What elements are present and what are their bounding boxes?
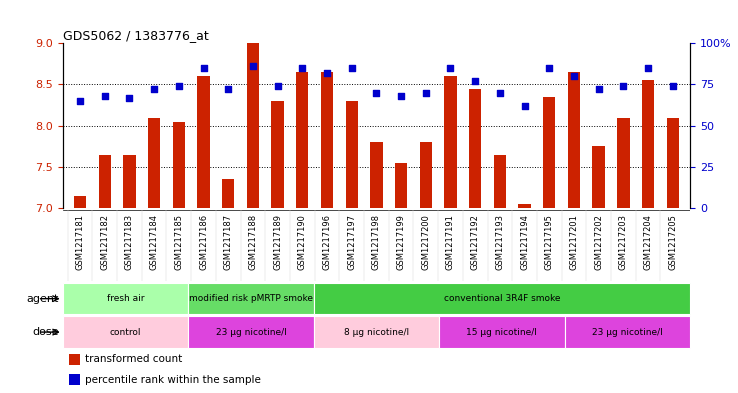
Text: modified risk pMRTP smoke: modified risk pMRTP smoke xyxy=(189,294,313,303)
Text: fresh air: fresh air xyxy=(107,294,144,303)
Point xyxy=(272,83,283,89)
Bar xyxy=(439,316,565,348)
Text: GSM1217191: GSM1217191 xyxy=(446,214,455,270)
Bar xyxy=(246,43,259,208)
Text: GSM1217195: GSM1217195 xyxy=(545,214,554,270)
Point xyxy=(395,93,407,99)
Bar xyxy=(63,316,188,348)
Bar xyxy=(565,316,690,348)
Point xyxy=(99,93,111,99)
Bar xyxy=(666,118,679,208)
Bar xyxy=(593,146,605,208)
Point xyxy=(123,95,135,101)
Point xyxy=(618,83,630,89)
Text: GSM1217184: GSM1217184 xyxy=(150,214,159,270)
Bar xyxy=(188,283,314,314)
Text: GSM1217182: GSM1217182 xyxy=(100,214,109,270)
Text: GSM1217194: GSM1217194 xyxy=(520,214,529,270)
Text: GSM1217185: GSM1217185 xyxy=(174,214,183,270)
Text: 15 µg nicotine/l: 15 µg nicotine/l xyxy=(466,328,537,336)
Bar xyxy=(74,196,86,208)
Text: 23 µg nicotine/l: 23 µg nicotine/l xyxy=(215,328,286,336)
Point xyxy=(568,73,580,79)
Bar xyxy=(395,163,407,208)
Point xyxy=(667,83,679,89)
Point xyxy=(222,86,234,93)
Point xyxy=(420,90,432,96)
Point xyxy=(469,78,481,84)
Bar xyxy=(63,283,188,314)
Bar xyxy=(123,154,136,208)
Bar xyxy=(197,76,210,208)
Text: GSM1217186: GSM1217186 xyxy=(199,214,208,270)
Point xyxy=(173,83,184,89)
Text: GDS5062 / 1383776_at: GDS5062 / 1383776_at xyxy=(63,29,208,42)
Bar xyxy=(444,76,457,208)
Text: 23 µg nicotine/l: 23 µg nicotine/l xyxy=(592,328,663,336)
Bar xyxy=(188,316,314,348)
Point xyxy=(543,65,555,71)
Text: GSM1217199: GSM1217199 xyxy=(396,214,406,270)
Text: GSM1217190: GSM1217190 xyxy=(298,214,307,270)
Point xyxy=(148,86,160,93)
Bar xyxy=(345,101,358,208)
Bar xyxy=(272,101,284,208)
Text: GSM1217193: GSM1217193 xyxy=(495,214,504,270)
Bar xyxy=(617,118,630,208)
Text: GSM1217183: GSM1217183 xyxy=(125,214,134,270)
Bar xyxy=(420,142,432,208)
Text: agent: agent xyxy=(27,294,59,304)
Point xyxy=(494,90,506,96)
Point xyxy=(370,90,382,96)
Text: conventional 3R4F smoke: conventional 3R4F smoke xyxy=(444,294,560,303)
Text: GSM1217200: GSM1217200 xyxy=(421,214,430,270)
Text: control: control xyxy=(110,328,141,336)
Point xyxy=(198,65,210,71)
Text: GSM1217202: GSM1217202 xyxy=(594,214,603,270)
Point xyxy=(593,86,604,93)
Text: GSM1217188: GSM1217188 xyxy=(249,214,258,270)
Bar xyxy=(494,154,506,208)
Point xyxy=(247,63,259,70)
Text: 8 µg nicotine/l: 8 µg nicotine/l xyxy=(344,328,409,336)
Bar xyxy=(543,97,556,208)
Bar xyxy=(69,354,80,365)
Bar xyxy=(99,154,111,208)
Text: GSM1217204: GSM1217204 xyxy=(644,214,652,270)
Text: GSM1217196: GSM1217196 xyxy=(323,214,331,270)
Text: GSM1217187: GSM1217187 xyxy=(224,214,232,270)
Point xyxy=(519,103,531,109)
Text: GSM1217197: GSM1217197 xyxy=(347,214,356,270)
Text: dose: dose xyxy=(32,327,59,337)
Text: GSM1217201: GSM1217201 xyxy=(570,214,579,270)
Point xyxy=(444,65,456,71)
Point xyxy=(346,65,358,71)
Text: percentile rank within the sample: percentile rank within the sample xyxy=(85,375,261,385)
Point xyxy=(642,65,654,71)
Bar xyxy=(370,142,382,208)
Bar xyxy=(568,72,580,208)
Bar xyxy=(314,316,439,348)
Text: GSM1217181: GSM1217181 xyxy=(75,214,85,270)
Bar xyxy=(148,118,160,208)
Bar xyxy=(222,179,235,208)
Bar xyxy=(469,89,481,208)
Point xyxy=(74,98,86,104)
Bar xyxy=(518,204,531,208)
Text: transformed count: transformed count xyxy=(85,354,182,364)
Bar xyxy=(69,374,80,385)
Text: GSM1217203: GSM1217203 xyxy=(619,214,628,270)
Bar xyxy=(642,80,654,208)
Bar xyxy=(173,121,185,208)
Text: GSM1217198: GSM1217198 xyxy=(372,214,381,270)
Bar xyxy=(314,283,690,314)
Point xyxy=(321,70,333,76)
Text: GSM1217189: GSM1217189 xyxy=(273,214,282,270)
Bar xyxy=(321,72,333,208)
Point xyxy=(297,65,308,71)
Text: GSM1217205: GSM1217205 xyxy=(668,214,677,270)
Bar xyxy=(296,72,308,208)
Text: GSM1217192: GSM1217192 xyxy=(471,214,480,270)
